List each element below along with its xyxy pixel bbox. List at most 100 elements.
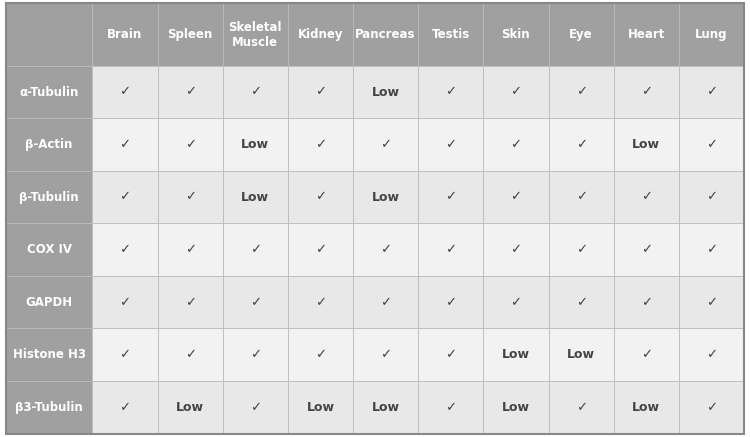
Bar <box>6 381 92 434</box>
Text: ✓: ✓ <box>315 243 326 256</box>
Text: β-Tubulin: β-Tubulin <box>20 191 79 204</box>
Text: Brain: Brain <box>107 28 142 41</box>
Bar <box>419 223 483 276</box>
Bar <box>614 276 679 329</box>
Bar <box>158 223 223 276</box>
Text: ✓: ✓ <box>380 296 392 309</box>
Bar <box>223 223 288 276</box>
Text: ✓: ✓ <box>446 191 456 204</box>
Text: Low: Low <box>176 401 204 414</box>
Text: ✓: ✓ <box>119 243 130 256</box>
Bar <box>6 118 92 171</box>
Text: Low: Low <box>371 401 400 414</box>
Text: ✓: ✓ <box>510 296 521 309</box>
Bar <box>92 171 158 223</box>
Bar <box>158 171 223 223</box>
Bar <box>548 223 614 276</box>
Bar <box>353 223 419 276</box>
Text: Kidney: Kidney <box>298 28 344 41</box>
Text: Low: Low <box>371 86 400 99</box>
Text: ✓: ✓ <box>446 86 456 99</box>
Bar <box>223 381 288 434</box>
Bar <box>288 66 353 118</box>
Bar <box>483 329 548 381</box>
Bar <box>158 329 223 381</box>
Text: Low: Low <box>632 138 660 151</box>
Text: ✓: ✓ <box>184 86 196 99</box>
Text: ✓: ✓ <box>640 191 652 204</box>
Text: ✓: ✓ <box>706 138 717 151</box>
Bar <box>614 223 679 276</box>
Bar <box>548 276 614 329</box>
Bar <box>158 381 223 434</box>
Bar <box>353 276 419 329</box>
Bar <box>614 118 679 171</box>
Text: Eye: Eye <box>569 28 593 41</box>
Text: Low: Low <box>567 348 595 361</box>
Bar <box>548 66 614 118</box>
Bar <box>353 381 419 434</box>
Bar <box>679 276 744 329</box>
Text: Lung: Lung <box>695 28 728 41</box>
Text: ✓: ✓ <box>315 138 326 151</box>
Bar <box>288 3 353 66</box>
Text: ✓: ✓ <box>184 243 196 256</box>
Text: ✓: ✓ <box>119 401 130 414</box>
Text: Histone H3: Histone H3 <box>13 348 86 361</box>
Bar <box>679 66 744 118</box>
Bar <box>353 118 419 171</box>
Bar <box>223 3 288 66</box>
Bar <box>6 276 92 329</box>
Text: Low: Low <box>307 401 334 414</box>
Text: ✓: ✓ <box>250 401 261 414</box>
Bar <box>679 171 744 223</box>
Text: ✓: ✓ <box>315 348 326 361</box>
Bar <box>614 329 679 381</box>
Text: ✓: ✓ <box>119 296 130 309</box>
Bar <box>679 381 744 434</box>
Bar <box>353 329 419 381</box>
Bar <box>614 3 679 66</box>
Text: ✓: ✓ <box>640 296 652 309</box>
Text: Low: Low <box>632 401 660 414</box>
Bar <box>353 171 419 223</box>
Bar <box>548 329 614 381</box>
Text: ✓: ✓ <box>575 243 586 256</box>
Text: ✓: ✓ <box>119 138 130 151</box>
Text: ✓: ✓ <box>184 296 196 309</box>
Text: ✓: ✓ <box>380 138 392 151</box>
Bar <box>223 329 288 381</box>
Bar <box>419 3 483 66</box>
Text: Low: Low <box>242 138 269 151</box>
Bar <box>92 223 158 276</box>
Text: ✓: ✓ <box>446 296 456 309</box>
Text: ✓: ✓ <box>510 191 521 204</box>
Text: ✓: ✓ <box>184 138 196 151</box>
Bar <box>679 118 744 171</box>
Text: Low: Low <box>502 348 530 361</box>
Text: Pancreas: Pancreas <box>356 28 416 41</box>
Bar <box>483 223 548 276</box>
Text: ✓: ✓ <box>446 243 456 256</box>
Text: ✓: ✓ <box>119 86 130 99</box>
Text: ✓: ✓ <box>446 138 456 151</box>
Bar <box>614 66 679 118</box>
Bar <box>158 118 223 171</box>
Bar <box>679 329 744 381</box>
Bar <box>679 3 744 66</box>
Bar <box>288 118 353 171</box>
Text: ✓: ✓ <box>575 191 586 204</box>
Text: GAPDH: GAPDH <box>26 296 73 309</box>
Bar <box>419 276 483 329</box>
Text: ✓: ✓ <box>575 296 586 309</box>
Text: ✓: ✓ <box>575 138 586 151</box>
Bar <box>288 223 353 276</box>
Bar <box>548 381 614 434</box>
Bar <box>614 171 679 223</box>
Bar <box>223 171 288 223</box>
Bar <box>353 3 419 66</box>
Bar <box>483 276 548 329</box>
Bar <box>353 66 419 118</box>
Bar <box>6 223 92 276</box>
Bar <box>548 3 614 66</box>
